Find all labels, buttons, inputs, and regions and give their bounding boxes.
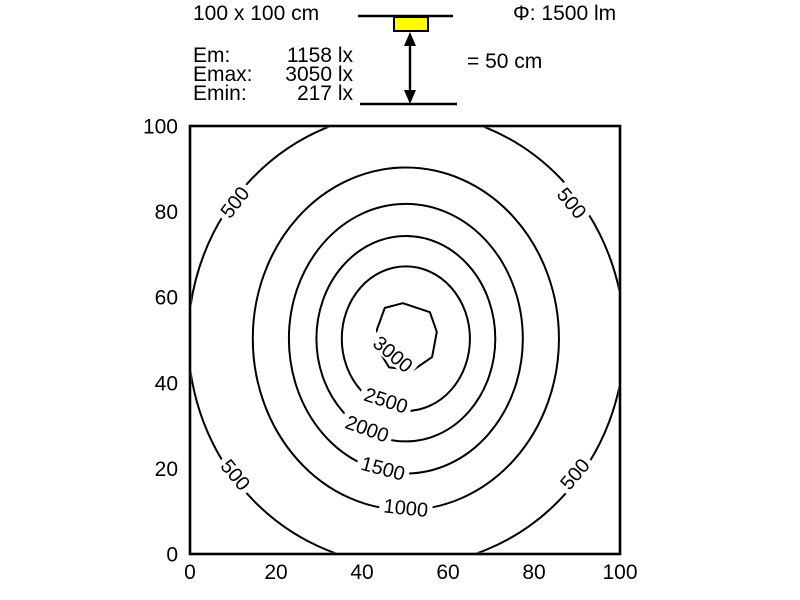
contour-label-text: 2000 [342,412,391,448]
contour-label-mask [339,411,396,447]
contour-line-1000 [251,166,560,511]
contour-label-mask [366,330,420,379]
contour-label-text: 2500 [361,384,410,419]
y-tick-label: 80 [155,201,178,224]
contour-label-1000: 1000 [378,496,434,523]
contour-label-mask [355,452,412,484]
photometric-stats: Em: 1158 lx Emax: 3050 lx Emin: 217 lx [193,44,353,105]
x-tick-label: 0 [184,561,196,584]
contour-label-text: 1500 [359,453,408,486]
x-tick-label: 80 [522,561,545,584]
contour-label-mask [215,453,256,497]
height-arrow-icon [404,32,416,104]
stat-row-em: Em: 1158 lx [193,44,353,67]
x-tick-label: 100 [602,561,637,584]
y-tick-label: 60 [155,287,178,310]
contour-label-mask [378,496,434,520]
y-tick-label: 0 [166,544,178,567]
x-tick-label: 60 [436,561,459,584]
luminous-flux-label: Φ: 1500 lm [513,2,617,25]
lamp-icon [393,16,429,32]
contour-line-1500 [287,202,524,475]
arrowhead-up-icon [404,32,416,46]
contour-label-mask [214,180,255,225]
contour-line-2000 [315,234,497,443]
stat-value: 217 lx [296,82,353,105]
stat-label: Em: [193,44,231,67]
y-tick-label: 20 [155,458,178,481]
plot-border [188,124,622,556]
stat-label: Emin: [193,82,247,105]
stat-row-emax: Emax: 3050 lx [193,63,353,86]
contour-label-500: 500 [215,453,256,497]
contour-label-mask [554,452,596,496]
luminaire-symbol [358,14,457,106]
arrowhead-down-icon [404,90,416,104]
contour-label-2500: 2500 [358,383,415,419]
x-tick-label: 40 [350,561,373,584]
area-dimensions-label: 100 x 100 cm [193,2,320,25]
stat-label: Emax: [193,63,253,86]
contour-label-text: 1000 [383,496,430,523]
contour-line-2500 [340,265,471,413]
contour-label-3000: 3000 [366,330,420,379]
stat-row-emin: Emin: 217 lx [193,82,353,105]
y-tick-label: 100 [143,116,178,139]
contour-label-1500: 1500 [355,452,412,486]
x-tick-label: 20 [264,561,287,584]
contour-label-2000: 2000 [339,411,396,448]
mounting-height-label: = 50 cm [467,50,543,73]
contour-label-mask [358,383,415,418]
stat-value: 3050 lx [285,63,353,86]
stat-value: 1158 lx [286,44,353,67]
y-tick-label: 40 [155,372,178,395]
contour-label-500: 500 [551,181,593,225]
contour-label-mask [551,181,593,225]
